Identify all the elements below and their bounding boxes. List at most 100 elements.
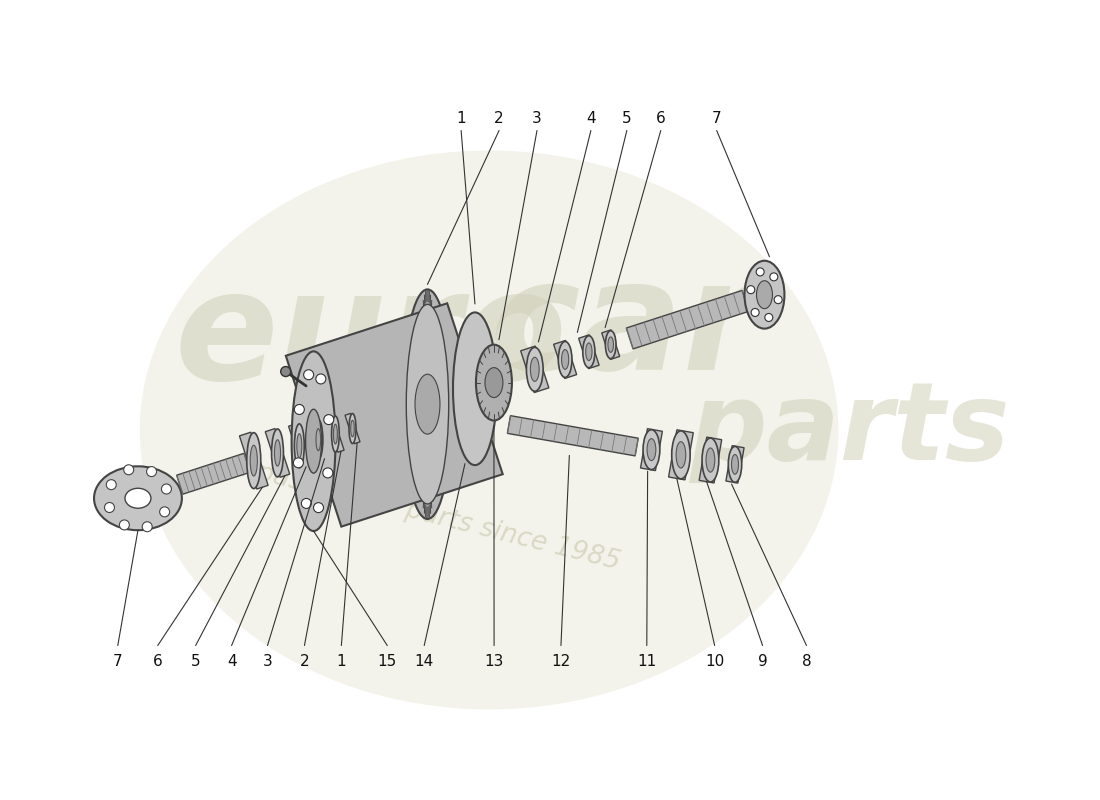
Ellipse shape xyxy=(770,273,778,281)
Ellipse shape xyxy=(295,424,305,468)
Text: 4: 4 xyxy=(227,654,236,669)
Ellipse shape xyxy=(608,337,614,352)
Ellipse shape xyxy=(351,420,354,437)
Ellipse shape xyxy=(297,434,301,458)
Polygon shape xyxy=(345,414,360,444)
Text: 2: 2 xyxy=(494,111,504,126)
Ellipse shape xyxy=(403,290,452,519)
Ellipse shape xyxy=(294,458,304,468)
Text: 8: 8 xyxy=(802,654,812,669)
Ellipse shape xyxy=(107,480,117,490)
Ellipse shape xyxy=(706,448,715,472)
Ellipse shape xyxy=(764,314,773,322)
Text: 12: 12 xyxy=(551,654,571,669)
Ellipse shape xyxy=(476,345,512,421)
Ellipse shape xyxy=(757,281,772,309)
Ellipse shape xyxy=(250,446,257,476)
Ellipse shape xyxy=(745,261,784,329)
Ellipse shape xyxy=(301,498,311,509)
Text: parts: parts xyxy=(689,377,1009,483)
Polygon shape xyxy=(553,341,576,378)
Polygon shape xyxy=(327,416,344,452)
Polygon shape xyxy=(286,303,503,526)
Text: 3: 3 xyxy=(532,111,542,126)
Ellipse shape xyxy=(647,438,656,461)
Text: 13: 13 xyxy=(484,654,504,669)
Ellipse shape xyxy=(322,468,333,478)
Text: 4: 4 xyxy=(586,111,596,126)
Ellipse shape xyxy=(559,342,572,378)
Ellipse shape xyxy=(142,522,152,532)
Ellipse shape xyxy=(415,374,440,434)
Polygon shape xyxy=(288,424,310,468)
Ellipse shape xyxy=(732,454,738,474)
Ellipse shape xyxy=(676,442,685,468)
Ellipse shape xyxy=(751,309,759,317)
Polygon shape xyxy=(579,335,600,369)
Polygon shape xyxy=(520,346,549,393)
Text: 7: 7 xyxy=(113,654,122,669)
Polygon shape xyxy=(308,419,328,460)
Ellipse shape xyxy=(527,347,543,391)
Ellipse shape xyxy=(123,465,134,474)
Ellipse shape xyxy=(104,502,114,513)
Polygon shape xyxy=(700,437,722,483)
Text: 7: 7 xyxy=(712,111,722,126)
Text: car: car xyxy=(490,253,758,402)
Ellipse shape xyxy=(333,424,338,444)
Ellipse shape xyxy=(292,351,336,531)
Ellipse shape xyxy=(349,414,356,443)
Text: 5: 5 xyxy=(621,111,631,126)
Text: 9: 9 xyxy=(758,654,768,669)
Ellipse shape xyxy=(304,370,313,380)
Ellipse shape xyxy=(306,410,321,473)
Ellipse shape xyxy=(246,433,261,489)
Ellipse shape xyxy=(316,374,326,384)
Polygon shape xyxy=(602,330,619,359)
Polygon shape xyxy=(265,429,289,478)
Text: 6: 6 xyxy=(153,654,163,669)
Ellipse shape xyxy=(485,368,503,398)
Polygon shape xyxy=(240,432,268,489)
Ellipse shape xyxy=(94,466,182,530)
Ellipse shape xyxy=(272,429,284,477)
Ellipse shape xyxy=(406,304,449,504)
Polygon shape xyxy=(640,429,662,470)
Text: 1: 1 xyxy=(337,654,346,669)
Text: 11: 11 xyxy=(637,654,657,669)
Polygon shape xyxy=(626,290,749,349)
Ellipse shape xyxy=(160,507,169,517)
Polygon shape xyxy=(177,454,250,494)
Ellipse shape xyxy=(702,438,718,482)
Text: 3: 3 xyxy=(263,654,273,669)
Ellipse shape xyxy=(672,431,690,478)
Ellipse shape xyxy=(605,330,616,358)
Ellipse shape xyxy=(774,296,782,304)
Text: 2: 2 xyxy=(299,654,309,669)
Ellipse shape xyxy=(295,405,305,414)
Ellipse shape xyxy=(728,446,741,482)
Ellipse shape xyxy=(323,414,333,425)
Text: 5: 5 xyxy=(190,654,200,669)
Ellipse shape xyxy=(140,150,838,710)
Ellipse shape xyxy=(453,312,497,465)
Text: 10: 10 xyxy=(705,654,724,669)
Ellipse shape xyxy=(314,420,323,460)
Text: 14: 14 xyxy=(415,654,433,669)
Polygon shape xyxy=(507,416,638,456)
Ellipse shape xyxy=(530,358,539,382)
Text: 6: 6 xyxy=(656,111,666,126)
Ellipse shape xyxy=(146,466,156,477)
Polygon shape xyxy=(669,430,693,480)
Ellipse shape xyxy=(747,286,755,294)
Ellipse shape xyxy=(583,336,595,368)
Ellipse shape xyxy=(561,350,569,370)
Ellipse shape xyxy=(280,366,290,377)
Text: a passion for parts since 1985: a passion for parts since 1985 xyxy=(230,454,623,576)
Ellipse shape xyxy=(274,440,280,466)
Ellipse shape xyxy=(120,520,130,530)
Text: 15: 15 xyxy=(377,654,397,669)
Text: euro: euro xyxy=(175,263,568,412)
Ellipse shape xyxy=(162,484,172,494)
Text: 1: 1 xyxy=(456,111,466,126)
